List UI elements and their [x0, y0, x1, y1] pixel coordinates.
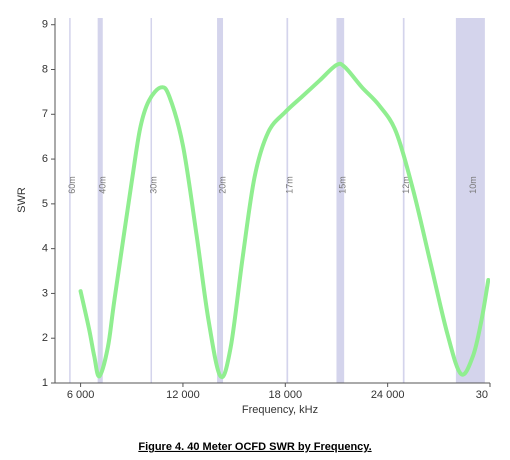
y-tick-label: 9	[42, 19, 48, 31]
y-axis-label: SWR	[16, 187, 28, 213]
band	[217, 18, 224, 383]
y-tick-label: 2	[42, 332, 48, 344]
band	[286, 18, 289, 383]
y-tick-label: 5	[42, 198, 48, 210]
band-label: 60m	[67, 176, 77, 194]
x-tick-label: 6 000	[67, 389, 95, 401]
y-tick-label: 8	[42, 63, 48, 75]
y-tick-label: 7	[42, 108, 48, 120]
y-tick-label: 1	[42, 377, 48, 389]
x-tick-label: 18 000	[268, 389, 302, 401]
y-tick-label: 6	[42, 153, 48, 165]
x-tick-label: 12 000	[166, 389, 200, 401]
band	[336, 18, 345, 383]
x-tick-label: 30	[476, 389, 488, 401]
band	[69, 18, 71, 383]
x-axis-label: Frequency, kHz	[242, 404, 318, 416]
band	[97, 18, 103, 383]
band-label: 10m	[468, 176, 478, 194]
caption: Figure 4. 40 Meter OCFD SWR by Frequency…	[138, 441, 371, 453]
band-label: 20m	[217, 176, 227, 194]
band-label: 30m	[148, 176, 158, 194]
band-label: 40m	[98, 176, 108, 194]
y-tick-label: 3	[42, 287, 48, 299]
band-label: 12m	[401, 176, 411, 194]
band-label: 17m	[285, 176, 295, 194]
band-label: 15m	[338, 176, 348, 194]
y-tick-label: 4	[42, 243, 48, 255]
swr-line	[78, 61, 490, 380]
band	[150, 18, 153, 383]
x-tick-label: 24 000	[371, 389, 405, 401]
band	[402, 18, 405, 383]
